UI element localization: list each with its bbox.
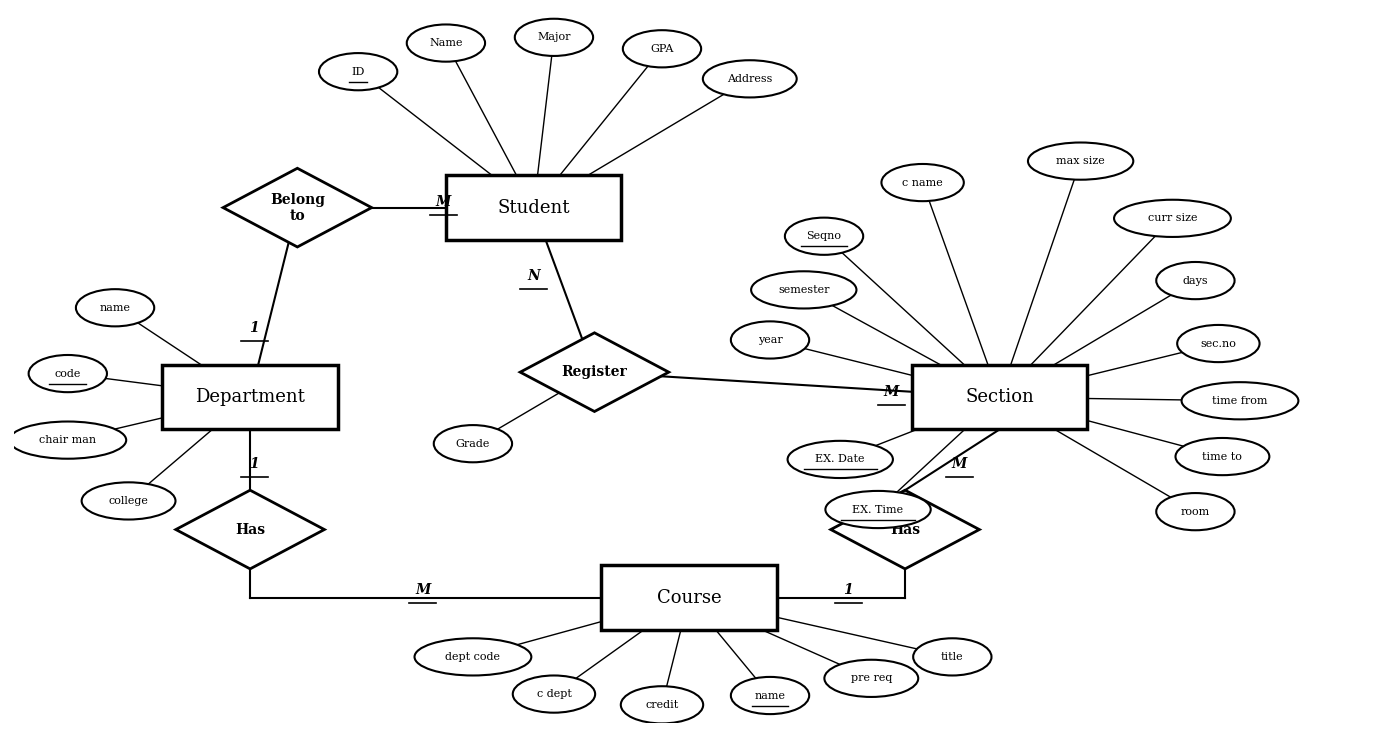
FancyBboxPatch shape: [912, 365, 1087, 429]
Text: c dept: c dept: [536, 689, 572, 699]
Text: EX. Date: EX. Date: [816, 455, 865, 464]
Text: max size: max size: [1057, 156, 1105, 166]
Text: 1: 1: [249, 320, 259, 335]
Text: Register: Register: [562, 365, 627, 379]
Text: Department: Department: [196, 388, 305, 406]
Polygon shape: [831, 491, 980, 569]
Ellipse shape: [703, 61, 796, 97]
Text: name: name: [755, 691, 785, 701]
Text: Student: Student: [497, 199, 570, 217]
Text: Name: Name: [429, 38, 463, 48]
Text: 1: 1: [843, 583, 853, 597]
Ellipse shape: [1177, 325, 1259, 362]
Text: Has: Has: [236, 523, 265, 537]
Text: semester: semester: [779, 285, 830, 295]
Ellipse shape: [621, 686, 703, 723]
Ellipse shape: [824, 660, 918, 697]
Ellipse shape: [81, 483, 175, 520]
Text: title: title: [941, 652, 963, 662]
Ellipse shape: [76, 289, 154, 326]
Text: room: room: [1181, 507, 1210, 517]
Ellipse shape: [10, 421, 127, 458]
Text: college: college: [109, 496, 149, 506]
Text: pre req: pre req: [850, 673, 892, 683]
Text: EX. Time: EX. Time: [853, 504, 904, 515]
Text: GPA: GPA: [650, 44, 674, 54]
Ellipse shape: [1156, 262, 1235, 299]
Text: credit: credit: [645, 700, 678, 710]
Ellipse shape: [751, 272, 857, 309]
Text: sec.no: sec.no: [1200, 339, 1236, 348]
Text: time to: time to: [1203, 452, 1243, 461]
Text: N: N: [528, 269, 540, 283]
Polygon shape: [223, 168, 372, 247]
Ellipse shape: [785, 218, 863, 255]
Text: Section: Section: [965, 388, 1034, 406]
Text: ID: ID: [351, 66, 365, 77]
Text: Course: Course: [657, 588, 721, 607]
Text: Major: Major: [537, 32, 570, 42]
Ellipse shape: [29, 355, 107, 392]
Text: dept code: dept code: [445, 652, 500, 662]
Text: Has: Has: [890, 523, 921, 537]
Ellipse shape: [1156, 493, 1235, 530]
Text: curr size: curr size: [1148, 213, 1197, 223]
Text: code: code: [55, 369, 81, 379]
Ellipse shape: [1113, 200, 1231, 237]
Text: Belong
to: Belong to: [270, 193, 325, 223]
Ellipse shape: [623, 30, 701, 67]
Ellipse shape: [1175, 438, 1269, 475]
Text: M: M: [951, 457, 967, 471]
Ellipse shape: [434, 425, 513, 462]
FancyBboxPatch shape: [163, 365, 338, 429]
Text: year: year: [758, 335, 783, 345]
Ellipse shape: [415, 638, 532, 675]
Polygon shape: [176, 491, 324, 569]
Ellipse shape: [825, 491, 930, 528]
Ellipse shape: [788, 441, 893, 478]
Ellipse shape: [882, 164, 963, 201]
FancyBboxPatch shape: [601, 565, 777, 630]
Ellipse shape: [1028, 142, 1133, 180]
Text: chair man: chair man: [39, 435, 96, 445]
Ellipse shape: [1181, 383, 1298, 419]
Ellipse shape: [730, 677, 809, 714]
Text: Seqno: Seqno: [806, 231, 842, 241]
Text: 1: 1: [249, 457, 259, 471]
Ellipse shape: [318, 53, 397, 91]
Text: Grade: Grade: [456, 439, 491, 449]
Text: M: M: [435, 195, 451, 209]
Text: Address: Address: [728, 74, 773, 84]
Ellipse shape: [513, 675, 595, 712]
Text: time from: time from: [1213, 396, 1268, 406]
Polygon shape: [521, 333, 668, 412]
Text: c name: c name: [903, 177, 943, 188]
Text: M: M: [415, 583, 431, 597]
Text: name: name: [99, 303, 131, 312]
Text: days: days: [1182, 276, 1209, 285]
Ellipse shape: [730, 321, 809, 358]
FancyBboxPatch shape: [446, 175, 621, 239]
Ellipse shape: [407, 25, 485, 61]
Ellipse shape: [914, 638, 992, 675]
Ellipse shape: [515, 19, 593, 56]
Text: M: M: [883, 385, 900, 399]
